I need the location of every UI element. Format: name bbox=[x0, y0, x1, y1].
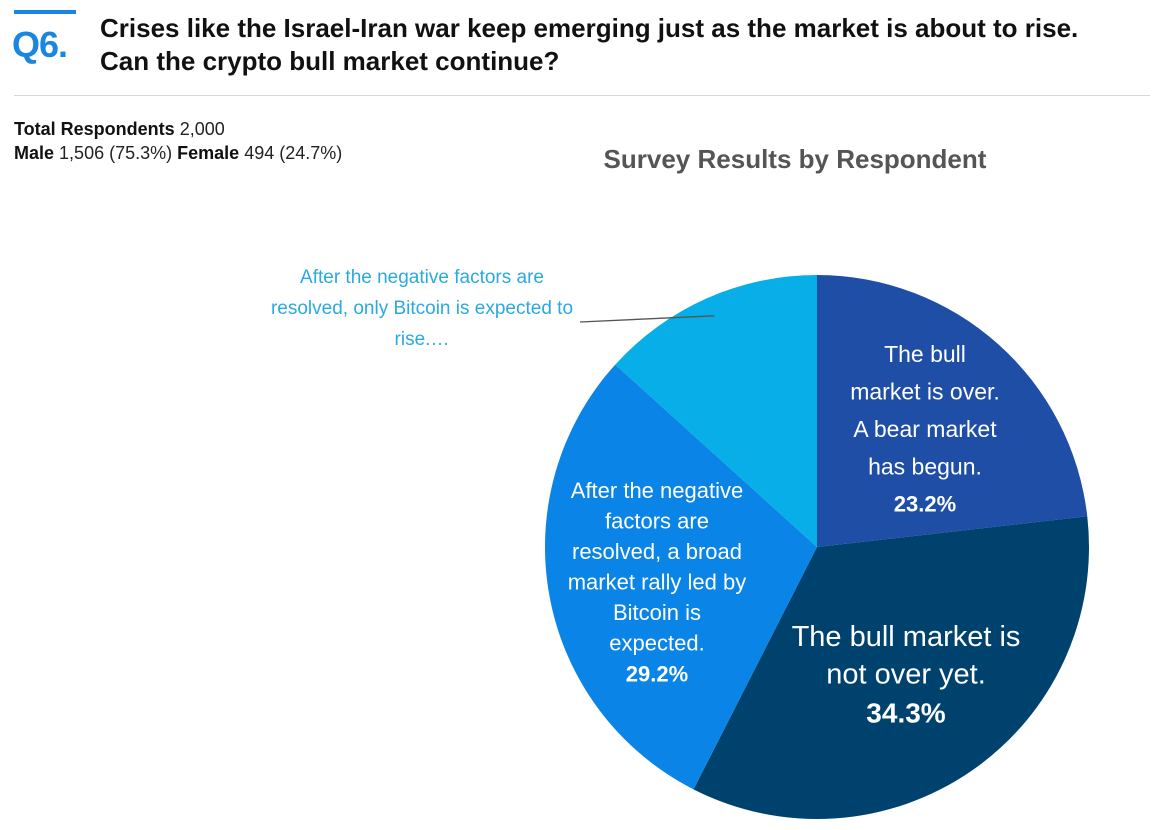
respondent-summary: Total Respondents 2,000 Male 1,506 (75.3… bbox=[14, 117, 342, 165]
pie-slice-1 bbox=[817, 275, 1088, 547]
slice-3-label-line-5: Bitcoin is bbox=[613, 600, 701, 625]
pie-slice-2 bbox=[693, 516, 1089, 820]
slice-2-value-label: 34.3% bbox=[866, 698, 945, 729]
slice-label-group-2: The bull market is not over yet. 34.3% bbox=[792, 621, 1021, 729]
total-respondents-label: Total Respondents bbox=[14, 119, 175, 139]
callout-leader-line bbox=[579, 315, 715, 323]
slice-1-label-line-2: market is over. bbox=[850, 379, 1000, 405]
callout-label-line-3: rise.… bbox=[395, 329, 450, 350]
slice-2-label-line-2: not over yet. bbox=[826, 659, 986, 691]
slice-1-label-line-3: A bear market bbox=[853, 416, 997, 442]
slice-2-label-line-1: The bull market is bbox=[792, 621, 1021, 653]
slice-1-value-label: 23.2% bbox=[894, 492, 956, 517]
question-line-2: Can the crypto bull market continue? bbox=[100, 46, 560, 76]
callout-label-line-2: resolved, only Bitcoin is expected to bbox=[271, 298, 573, 319]
slice-3-label-line-3: resolved, a broad bbox=[572, 539, 742, 564]
pie-slice-4 bbox=[615, 275, 817, 547]
slice-1-label-line-4: has begun. bbox=[868, 454, 982, 480]
slice-3-label-line-6: expected. bbox=[609, 631, 704, 656]
header-divider bbox=[14, 95, 1150, 96]
female-value: 494 (24.7%) bbox=[244, 143, 343, 163]
chart-title: Survey Results by Respondent bbox=[603, 144, 987, 174]
pie-slice-3 bbox=[545, 364, 817, 790]
slice-3-label-line-2: factors are bbox=[605, 509, 709, 534]
question-line-1: Crises like the Israel-Iran war keep eme… bbox=[100, 13, 1079, 43]
question-number: Q6. bbox=[12, 24, 68, 65]
gender-row: Male 1,506 (75.3%) Female 494 (24.7%) bbox=[14, 141, 342, 165]
question-title: Crises like the Israel-Iran war keep eme… bbox=[100, 12, 1145, 78]
slice-label-group-1: The bull market is over. A bear market has … bbox=[850, 341, 1000, 517]
slice-3-label-line-4: market rally led by bbox=[568, 570, 747, 595]
male-value: 1,506 (75.3%) bbox=[59, 143, 173, 163]
slice-label-group-3: After the negative factors are resolved, a… bbox=[568, 478, 747, 687]
female-label: Female bbox=[177, 143, 240, 163]
callout-label-line-1: After the negative factors are bbox=[300, 267, 544, 288]
slice-3-label-line-1: After the negative bbox=[571, 478, 743, 503]
total-respondents-row: Total Respondents 2,000 bbox=[14, 117, 342, 141]
male-label: Male bbox=[14, 143, 55, 163]
slice-1-label-line-1: The bull bbox=[884, 341, 966, 367]
question-accent-bar bbox=[14, 10, 76, 14]
slice-3-value-label: 29.2% bbox=[626, 662, 688, 687]
total-respondents-value: 2,000 bbox=[179, 119, 225, 139]
